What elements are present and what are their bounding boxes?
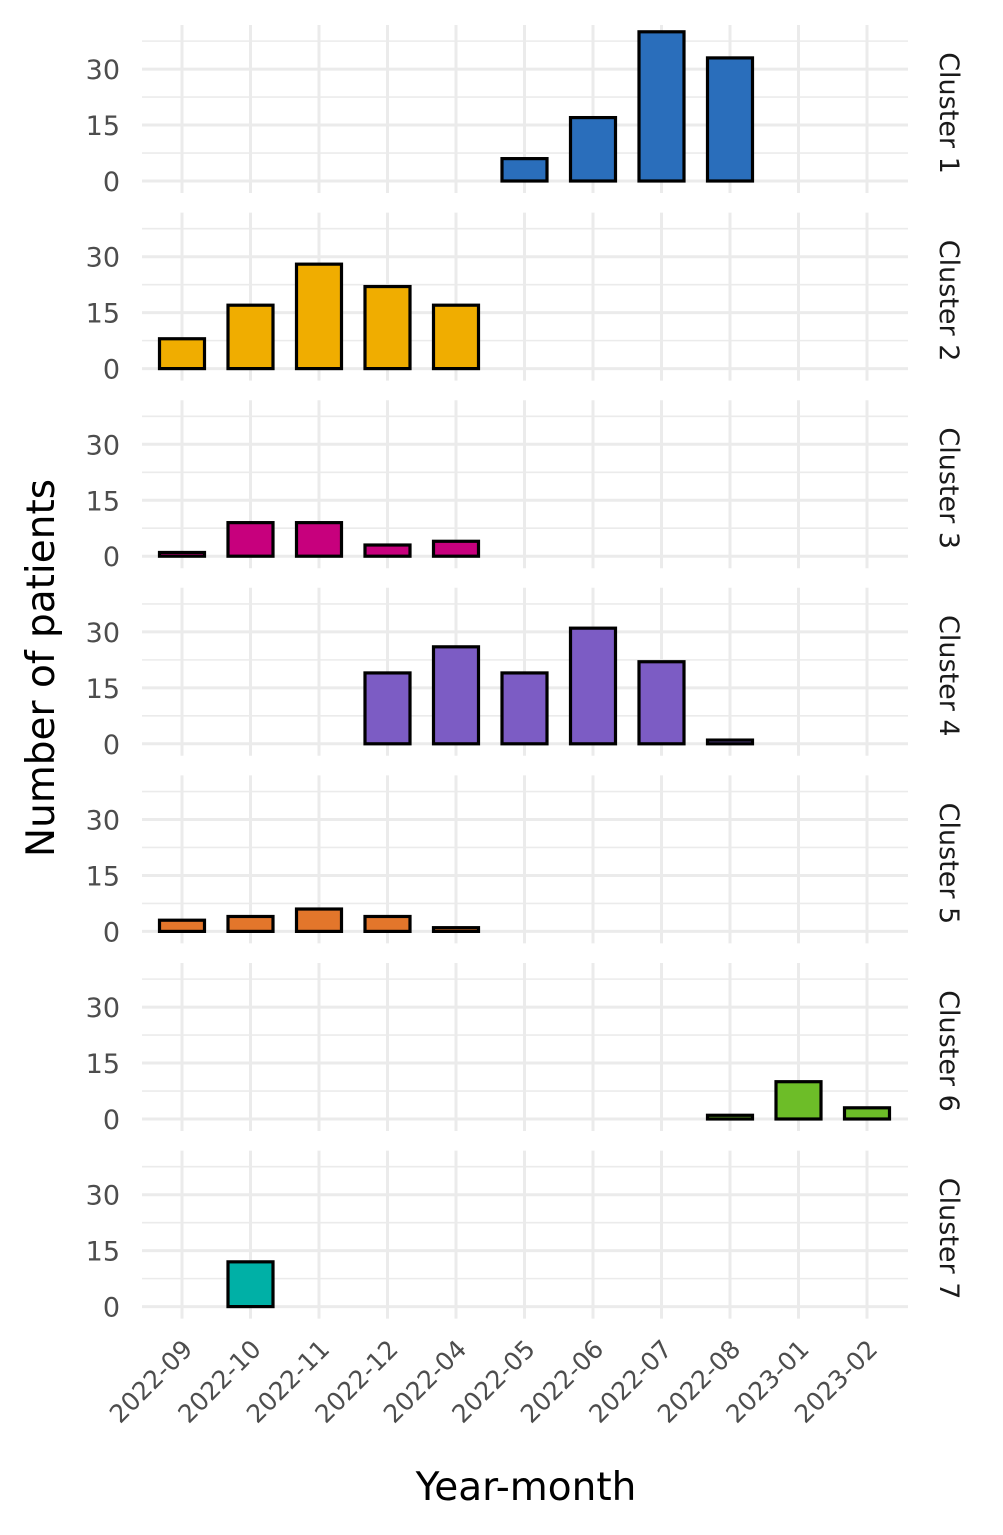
y-tick-label: 15 (86, 111, 120, 142)
y-tick-label: 0 (103, 167, 120, 198)
bar-cluster-6-2022-08 (705, 1113, 755, 1121)
bar-cluster-3-2022-10 (226, 521, 275, 558)
bar-cluster-1-2022-07 (637, 30, 686, 183)
bar-cluster-1-2022-06 (568, 115, 618, 183)
bar-cluster-4-2022-12 (363, 671, 412, 746)
bar-cluster-4-2022-06 (568, 626, 618, 746)
y-tick-label: 30 (86, 1181, 120, 1212)
bar-cluster-2-2022-09 (157, 337, 207, 371)
facet-panel-2: 0 15 30 Cluster 2 (86, 212, 964, 386)
facet-strip-label: Cluster 3 (933, 427, 964, 549)
facet-panel-6: 0 15 30 Cluster 6 (86, 963, 964, 1136)
bar-cluster-3-2022-04 (431, 539, 481, 558)
y-tick-label: 30 (86, 806, 120, 837)
bar-cluster-6-2023-02 (842, 1106, 892, 1121)
y-tick-label: 0 (103, 355, 120, 386)
y-tick-label: 0 (103, 542, 120, 573)
y-tick-label: 0 (103, 730, 120, 761)
bar-cluster-4-2022-05 (500, 671, 549, 746)
bar-cluster-7-2022-10 (226, 1260, 275, 1309)
facet-strip-label: Cluster 1 (933, 52, 964, 174)
y-tick-label: 15 (86, 299, 120, 330)
facet-panel-3: 0 15 30 Cluster 3 (86, 400, 964, 573)
y-tick-label: 0 (103, 917, 120, 948)
facet-strip-label: Cluster 2 (933, 240, 964, 362)
bar-cluster-5-2022-12 (363, 914, 412, 933)
bar-cluster-5-2022-04 (431, 926, 481, 933)
bar-cluster-6-2023-01 (774, 1080, 823, 1121)
bar-cluster-2-2022-04 (431, 303, 481, 371)
x-axis-title: Year-month (415, 1465, 637, 1510)
bar-cluster-4-2022-08 (705, 738, 755, 746)
facet-strip-label: Cluster 7 (933, 1178, 964, 1300)
bar-cluster-4-2022-07 (637, 660, 686, 746)
bar-cluster-1-2022-08 (705, 56, 755, 183)
bar-cluster-5-2022-10 (226, 914, 275, 933)
y-tick-label: 15 (86, 861, 120, 892)
bar-cluster-4-2022-04 (431, 645, 481, 746)
y-tick-label: 30 (86, 243, 120, 274)
y-tick-label: 30 (86, 618, 120, 649)
y-tick-label: 15 (86, 674, 120, 705)
bar-cluster-3-2022-12 (363, 543, 412, 558)
facet-panel-4: 0 15 30 Cluster 4 (86, 587, 964, 761)
bar-cluster-5-2022-09 (157, 918, 207, 934)
y-tick-label: 0 (103, 1105, 120, 1136)
y-tick-label: 15 (86, 1049, 120, 1080)
facet-strip-label: Cluster 5 (933, 803, 964, 925)
y-tick-label: 30 (86, 430, 120, 461)
bar-cluster-2-2022-10 (226, 303, 275, 371)
y-axis-title: Number of patients (19, 479, 64, 857)
y-tick-label: 30 (86, 55, 120, 86)
y-tick-label: 15 (86, 486, 120, 517)
bar-cluster-2-2022-12 (363, 284, 412, 371)
facet-strip-label: Cluster 6 (933, 990, 964, 1112)
bar-cluster-5-2022-11 (294, 907, 344, 934)
y-tick-label: 0 (103, 1293, 120, 1324)
facet-panel-1: 0 15 30 Cluster 1 (86, 25, 964, 198)
facet-strip-label: Cluster 4 (933, 615, 964, 737)
y-tick-label: 30 (86, 993, 120, 1024)
bar-cluster-2-2022-11 (294, 262, 344, 371)
bar-cluster-3-2022-09 (157, 550, 207, 558)
facet-panel-5: 0 15 30 Cluster 5 (86, 775, 964, 948)
bar-cluster-3-2022-11 (294, 521, 344, 558)
facet-panel-7: 0 15 30 Cluster 7 (86, 1150, 964, 1324)
bar-cluster-1-2022-05 (500, 157, 549, 183)
y-tick-label: 15 (86, 1237, 120, 1268)
